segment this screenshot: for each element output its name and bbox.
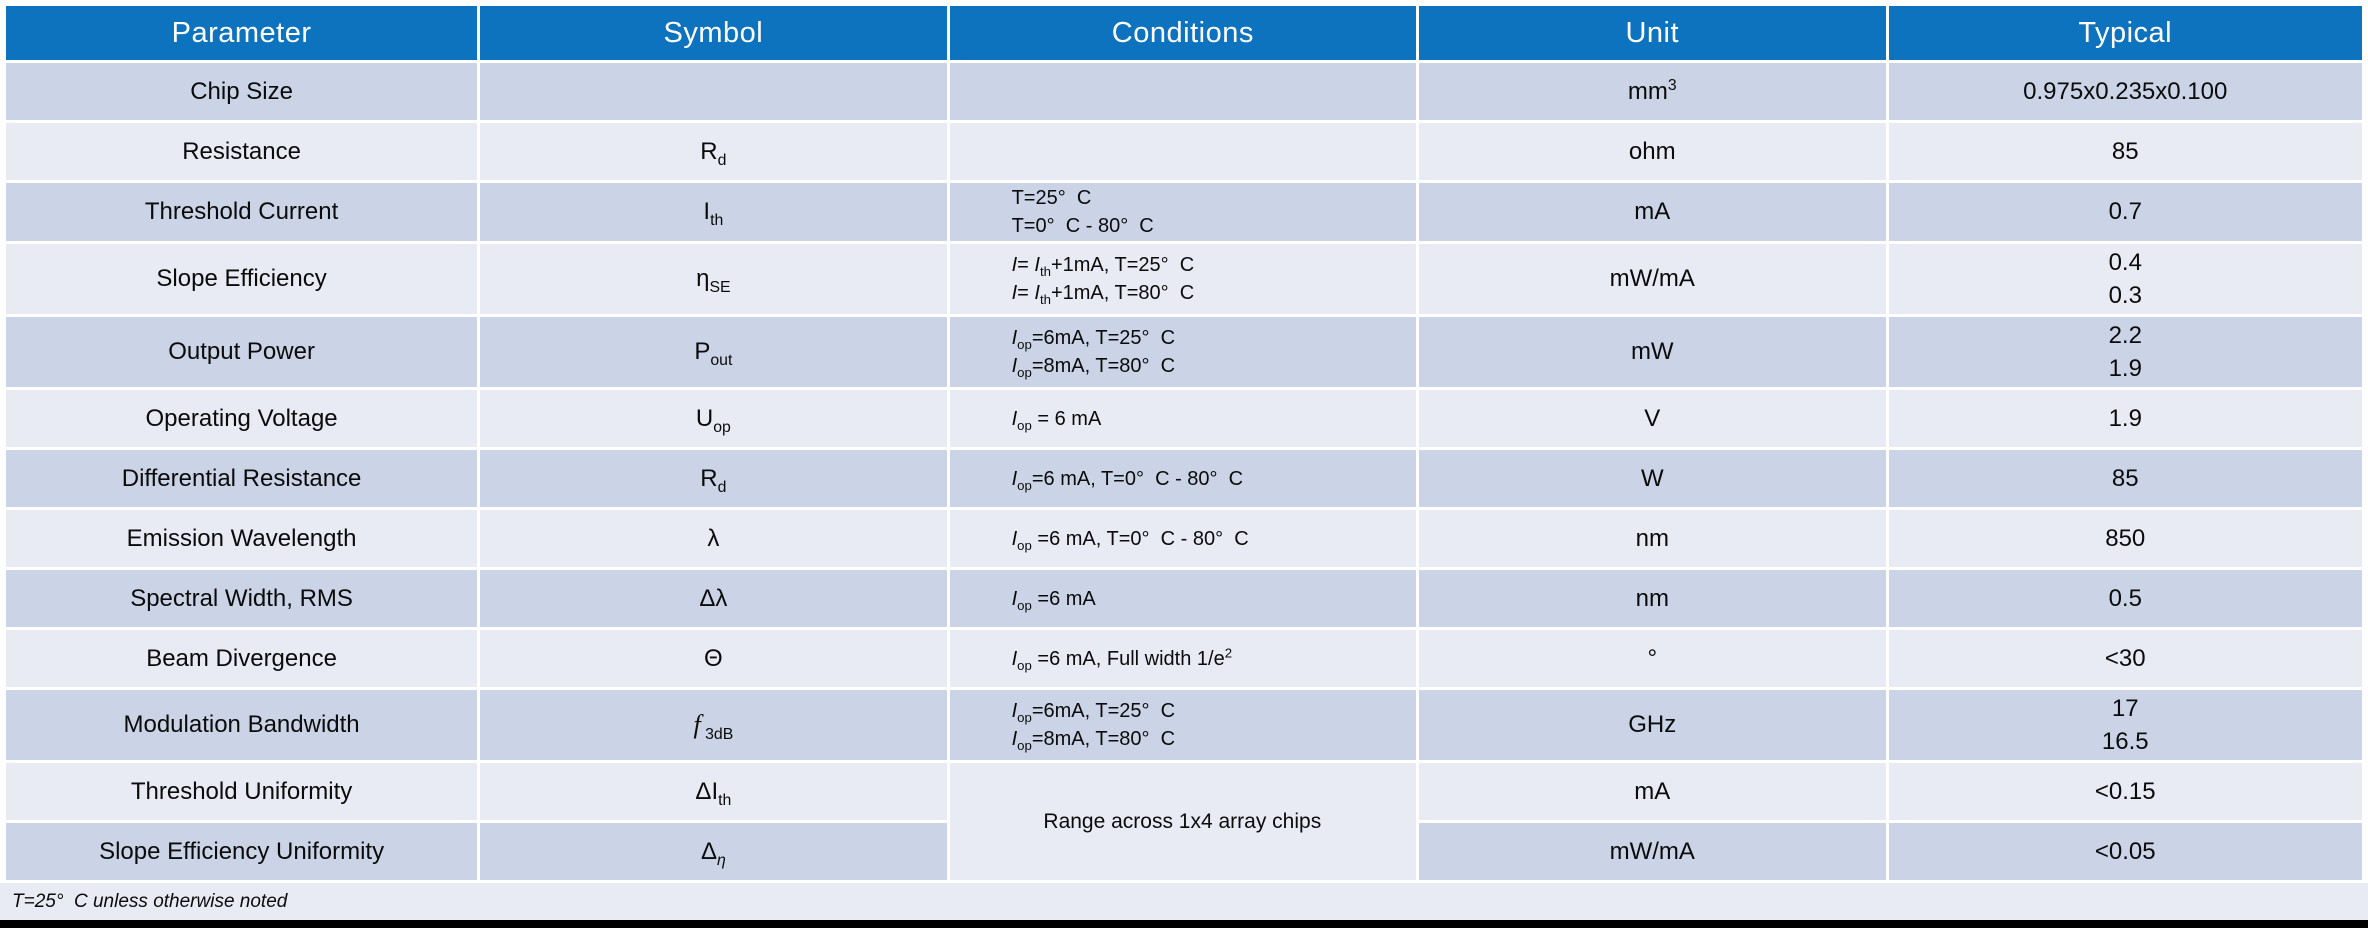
table-row-threshold-uniformity: Threshold Uniformity ΔIth Range across 1x4… — [6, 763, 2362, 880]
cell-emission-wavelength-typical: 850 — [1888, 510, 2362, 567]
cell-modulation-bandwidth-unit: GHz — [1419, 690, 1886, 760]
table-row-modulation-bandwidth: Modulation Bandwidth f 3dB Iop=6mA, T=25° … — [6, 690, 2362, 760]
cell-threshold-uniformity-symbol: ΔIth — [480, 763, 947, 820]
cell-threshold-current-unit: mA — [1419, 183, 1886, 241]
cell-differential-resistance-symbol: Rd — [480, 450, 947, 507]
cell-slope-efficiency-parameter: Slope Efficiency — [6, 244, 478, 314]
cell-output-power-parameter: Output Power — [6, 317, 478, 387]
cell-differential-resistance-unit: W — [1419, 450, 1886, 507]
cell-operating-voltage-conditions: Iop = 6 mA — [949, 390, 1417, 447]
cell-modulation-bandwidth-conditions: Iop=6mA, T=25° C Iop=8mA, T=80° C — [949, 690, 1417, 760]
cell-threshold-uniformity-typical: <0.15 — [1888, 763, 2362, 820]
column-header-typical: Typical — [1888, 6, 2362, 60]
column-header-unit: Unit — [1419, 6, 1886, 60]
cell-beam-divergence-conditions: Iop =6 mA, Full width 1/e2 — [949, 630, 1417, 687]
column-header-symbol: Symbol — [480, 6, 947, 60]
table-body: Chip Size mm3 0.975x0.235x0.100 Resistance R… — [6, 63, 2362, 880]
column-header-parameter: Parameter — [6, 6, 478, 60]
table-row-emission-wavelength: Emission Wavelength λ Iop =6 mA, T=0° C - … — [6, 510, 2362, 567]
cell-output-power-symbol: Pout — [480, 317, 947, 387]
footnote: T=25° C unless otherwise noted — [0, 883, 2368, 920]
cell-spectral-width-rms-symbol: Δλ — [480, 570, 947, 627]
cell-slope-efficiency-uniformity-parameter: Slope Efficiency Uniformity — [6, 823, 478, 880]
cell-spectral-width-rms-parameter: Spectral Width, RMS — [6, 570, 478, 627]
cell-beam-divergence-symbol: Θ — [480, 630, 947, 687]
cell-emission-wavelength-symbol: λ — [480, 510, 947, 567]
cell-threshold-uniformity-unit: mA — [1419, 763, 1886, 820]
cell-threshold-current-symbol: Ith — [480, 183, 947, 241]
table-row-spectral-width-rms: Spectral Width, RMS Δλ Iop =6 mA nm 0.5 — [6, 570, 2362, 627]
table-row-chip-size: Chip Size mm3 0.975x0.235x0.100 — [6, 63, 2362, 120]
spec-table: Parameter Symbol Conditions Unit Typical Chi… — [3, 3, 2365, 883]
cell-threshold-uniformity-conditions: Range across 1x4 array chips — [949, 763, 1417, 880]
cell-output-power-unit: mW — [1419, 317, 1886, 387]
cell-resistance-symbol: Rd — [480, 123, 947, 180]
header-row: Parameter Symbol Conditions Unit Typical — [6, 6, 2362, 60]
cell-resistance-unit: ohm — [1419, 123, 1886, 180]
cell-spectral-width-rms-conditions: Iop =6 mA — [949, 570, 1417, 627]
cell-output-power-conditions: Iop=6mA, T=25° C Iop=8mA, T=80° C — [949, 317, 1417, 387]
table-row-slope-efficiency-uniformity: Slope Efficiency Uniformity Δη mW/mA <0.05 — [6, 823, 2362, 880]
cell-operating-voltage-symbol: Uop — [480, 390, 947, 447]
cell-beam-divergence-parameter: Beam Divergence — [6, 630, 478, 687]
cell-spectral-width-rms-unit: nm — [1419, 570, 1886, 627]
cell-threshold-current-typical: 0.7 — [1888, 183, 2362, 241]
cell-beam-divergence-unit: ° — [1419, 630, 1886, 687]
cell-threshold-current-parameter: Threshold Current — [6, 183, 478, 241]
cell-slope-efficiency-unit: mW/mA — [1419, 244, 1886, 314]
table-row-beam-divergence: Beam Divergence Θ Iop =6 mA, Full width 1/… — [6, 630, 2362, 687]
cell-resistance-typical: 85 — [1888, 123, 2362, 180]
table-row-slope-efficiency: Slope Efficiency ηSE I= Ith+1mA, T=25° C I=… — [6, 244, 2362, 314]
cell-chip-size-unit: mm3 — [1419, 63, 1886, 120]
cell-operating-voltage-parameter: Operating Voltage — [6, 390, 478, 447]
table-row-output-power: Output Power Pout Iop=6mA, T=25° C Iop=8mA,… — [6, 317, 2362, 387]
cell-slope-efficiency-uniformity-unit: mW/mA — [1419, 823, 1886, 880]
table-header: Parameter Symbol Conditions Unit Typical — [6, 6, 2362, 60]
cell-differential-resistance-typical: 85 — [1888, 450, 2362, 507]
cell-slope-efficiency-symbol: ηSE — [480, 244, 947, 314]
cell-emission-wavelength-unit: nm — [1419, 510, 1886, 567]
cell-chip-size-typical: 0.975x0.235x0.100 — [1888, 63, 2362, 120]
cell-slope-efficiency-uniformity-symbol: Δη — [480, 823, 947, 880]
cell-slope-efficiency-uniformity-typical: <0.05 — [1888, 823, 2362, 880]
cell-slope-efficiency-typical: 0.4 0.3 — [1888, 244, 2362, 314]
column-header-conditions: Conditions — [949, 6, 1417, 60]
cell-slope-efficiency-conditions: I= Ith+1mA, T=25° C I= Ith+1mA, T=80° C — [949, 244, 1417, 314]
cell-modulation-bandwidth-typical: 17 16.5 — [1888, 690, 2362, 760]
cell-modulation-bandwidth-parameter: Modulation Bandwidth — [6, 690, 478, 760]
cell-threshold-current-conditions: T=25° C T=0° C - 80° C — [949, 183, 1417, 241]
cell-emission-wavelength-conditions: Iop =6 mA, T=0° C - 80° C — [949, 510, 1417, 567]
cell-threshold-uniformity-parameter: Threshold Uniformity — [6, 763, 478, 820]
table-row-differential-resistance: Differential Resistance Rd Iop=6 mA, T=0° … — [6, 450, 2362, 507]
table-row-resistance: Resistance Rd ohm 85 — [6, 123, 2362, 180]
cell-spectral-width-rms-typical: 0.5 — [1888, 570, 2362, 627]
cell-resistance-conditions — [949, 123, 1417, 180]
cell-differential-resistance-parameter: Differential Resistance — [6, 450, 478, 507]
table-row-threshold-current: Threshold Current Ith T=25° C T=0° C - 80° … — [6, 183, 2362, 241]
cell-chip-size-conditions — [949, 63, 1417, 120]
table-row-operating-voltage: Operating Voltage Uop Iop = 6 mA V 1.9 — [6, 390, 2362, 447]
cell-chip-size-parameter: Chip Size — [6, 63, 478, 120]
cell-chip-size-symbol — [480, 63, 947, 120]
bottom-bar — [0, 920, 2368, 928]
cell-differential-resistance-conditions: Iop=6 mA, T=0° C - 80° C — [949, 450, 1417, 507]
cell-output-power-typical: 2.2 1.9 — [1888, 317, 2362, 387]
cell-emission-wavelength-parameter: Emission Wavelength — [6, 510, 478, 567]
cell-modulation-bandwidth-symbol: f 3dB — [480, 690, 947, 760]
cell-operating-voltage-typical: 1.9 — [1888, 390, 2362, 447]
cell-beam-divergence-typical: <30 — [1888, 630, 2362, 687]
cell-resistance-parameter: Resistance — [6, 123, 478, 180]
cell-operating-voltage-unit: V — [1419, 390, 1886, 447]
